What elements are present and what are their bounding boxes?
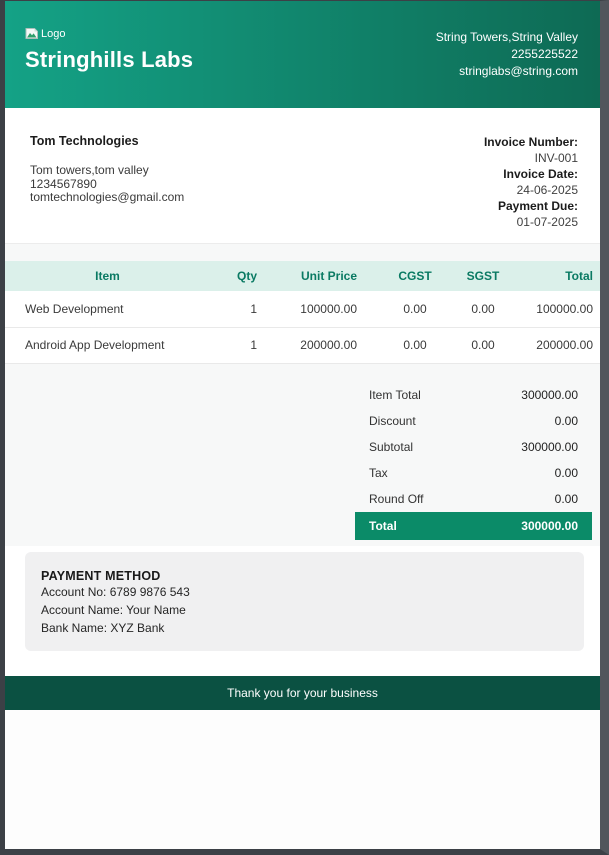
bottom-whitespace [5, 709, 600, 849]
company-name: Stringhills Labs [25, 47, 194, 72]
column-header-cgst: CGST [381, 261, 449, 291]
column-header-unit-price: Unit Price [260, 261, 381, 291]
items-section: Item Qty Unit Price CGST SGST Total Web … [5, 244, 600, 364]
total-cell: 100000.00 [517, 291, 600, 328]
table-row: Android App Development 1 200000.00 0.00… [5, 327, 600, 364]
invoice-number-value: INV-001 [534, 151, 578, 165]
payment-method-box: PAYMENT METHOD Account No: 6789 9876 543… [25, 551, 584, 651]
brand-block: Logo Stringhills Labs [25, 27, 193, 108]
summary-row: Item Total 300000.00 [355, 382, 592, 408]
customer-block: Tom Technologies Tom towers,tom valley 1… [30, 134, 184, 243]
company-email: stringlabs@string.com [459, 64, 578, 78]
footer-bar: Thank you for your business [5, 675, 600, 710]
summary-row: Subtotal 300000.00 [355, 434, 592, 460]
logo-alt-text: Logo [41, 27, 66, 40]
summary-total-row: Total 300000.00 [355, 511, 592, 540]
customer-email: tomtechnologies@gmail.com [30, 190, 185, 204]
sgst-cell: 0.00 [449, 291, 517, 328]
customer-phone: 1234567890 [30, 176, 97, 191]
item-cell: Web Development [5, 291, 235, 328]
items-table: Item Qty Unit Price CGST SGST Total Web … [5, 261, 600, 364]
column-header-item: Item [5, 261, 235, 291]
unit-price-cell: 100000.00 [260, 291, 381, 328]
summary-row: Discount 0.00 [355, 408, 592, 434]
cgst-cell: 0.00 [381, 327, 449, 364]
payment-section: PAYMENT METHOD Account No: 6789 9876 543… [5, 545, 600, 651]
grand-total-value: 300000.00 [521, 518, 578, 533]
summary-value: 0.00 [554, 413, 578, 428]
qty-cell: 1 [235, 327, 260, 364]
broken-image-icon [25, 28, 38, 39]
summary-label: Subtotal [369, 439, 414, 454]
items-table-header-row: Item Qty Unit Price CGST SGST Total [5, 261, 600, 291]
payment-account-name: Account Name: Your Name [41, 602, 186, 617]
company-address: String Towers,String Valley [435, 30, 578, 44]
qty-cell: 1 [235, 291, 260, 328]
footer-message: Thank you for your business [227, 685, 378, 700]
summary-value: 0.00 [554, 491, 578, 506]
column-header-sgst: SGST [449, 261, 517, 291]
summary-table: Item Total 300000.00 Discount 0.00 Subto… [355, 382, 592, 540]
column-header-total: Total [517, 261, 600, 291]
invoice-document: Logo Stringhills Labs String Towers,Stri… [5, 1, 600, 849]
summary-section: Item Total 300000.00 Discount 0.00 Subto… [5, 363, 600, 546]
summary-value: 300000.00 [521, 439, 578, 454]
summary-value: 0.00 [554, 465, 578, 480]
billing-section: Tom Technologies Tom towers,tom valley 1… [5, 108, 600, 244]
payment-due-value: 01-07-2025 [516, 215, 578, 229]
invoice-date-label: Invoice Date: [503, 167, 578, 181]
invoice-date-value: 24-06-2025 [516, 183, 578, 197]
customer-address: Tom towers,tom valley [30, 163, 149, 177]
invoice-meta-block: Invoice Number: INV-001 Invoice Date: 24… [484, 134, 578, 243]
logo-placeholder: Logo [25, 27, 193, 40]
customer-name: Tom Technologies [30, 134, 139, 148]
customer-details: Tom towers,tom valley 1234567890 tomtech… [30, 163, 185, 205]
cgst-cell: 0.00 [381, 291, 449, 328]
payment-bank-name: Bank Name: XYZ Bank [41, 620, 165, 635]
summary-row: Tax 0.00 [355, 460, 592, 486]
summary-row: Round Off 0.00 [355, 486, 592, 512]
sgst-cell: 0.00 [449, 327, 517, 364]
payment-method-title: PAYMENT METHOD [41, 568, 161, 583]
summary-label: Item Total [369, 387, 421, 402]
payment-account-no: Account No: 6789 9876 543 [41, 584, 190, 599]
summary-label: Discount [369, 413, 416, 428]
item-cell: Android App Development [5, 327, 235, 364]
summary-label: Round Off [369, 491, 424, 506]
column-header-qty: Qty [235, 261, 260, 291]
company-phone: 2255225522 [511, 47, 578, 61]
invoice-number-label: Invoice Number: [483, 135, 578, 149]
company-contact-block: String Towers,String Valley 2255225522 s… [436, 29, 578, 108]
payment-due-label: Payment Due: [497, 199, 578, 213]
summary-label: Tax [369, 465, 388, 480]
grand-total-label: Total [369, 518, 397, 533]
total-cell: 200000.00 [517, 327, 600, 364]
summary-value: 300000.00 [521, 387, 578, 402]
invoice-header: Logo Stringhills Labs String Towers,Stri… [5, 1, 600, 108]
unit-price-cell: 200000.00 [260, 327, 381, 364]
table-row: Web Development 1 100000.00 0.00 0.00 10… [5, 291, 600, 328]
